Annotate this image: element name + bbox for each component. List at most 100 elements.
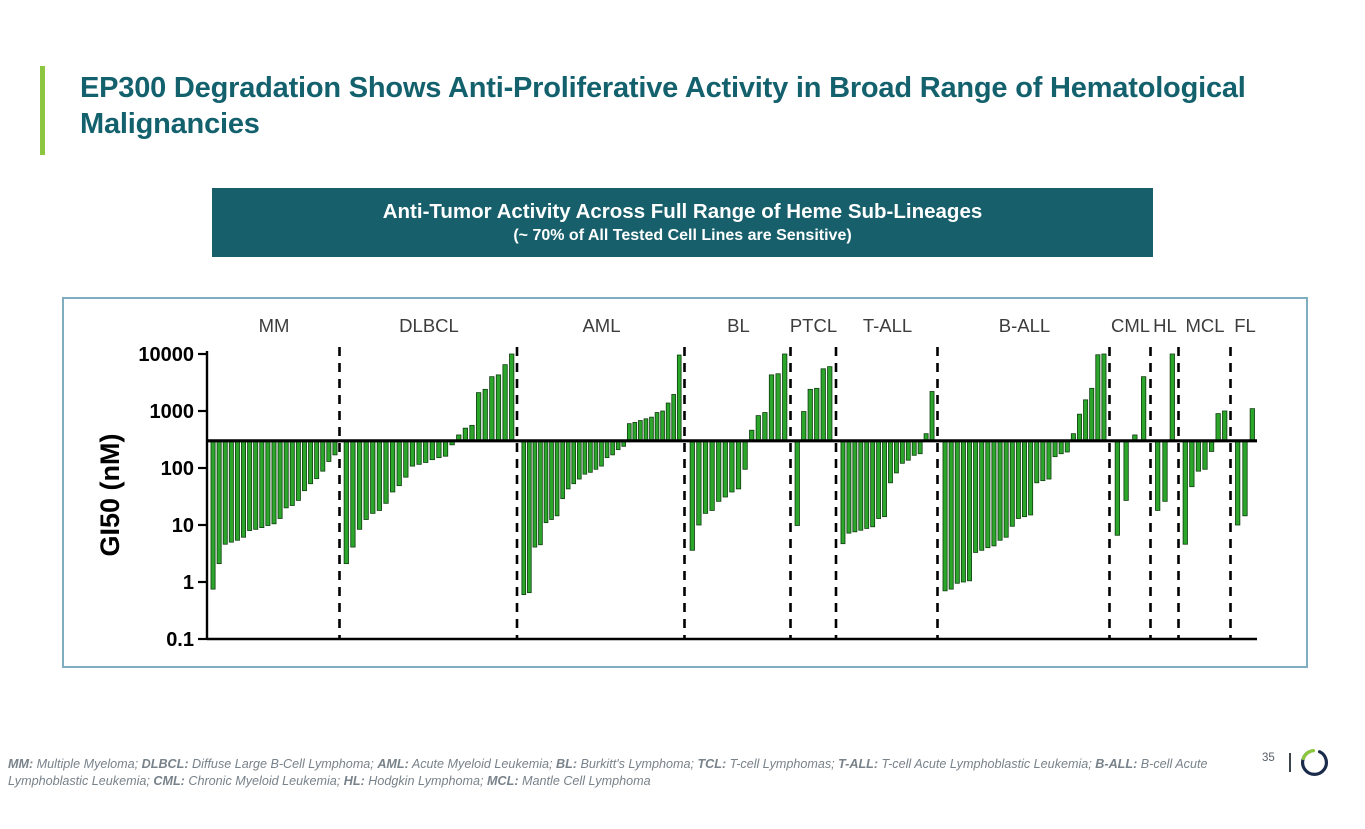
- footnote-abbr: T-ALL:: [838, 757, 879, 771]
- gi50-bar: [960, 440, 966, 583]
- y-tick-label: 0.1: [166, 629, 194, 651]
- gi50-bar: [899, 440, 905, 464]
- gi50-bar: [370, 440, 376, 514]
- gi50-bar: [979, 440, 985, 551]
- page-title: EP300 Degradation Shows Anti-Proliferati…: [80, 72, 1246, 141]
- gi50-bar: [1089, 387, 1095, 442]
- gi50-bar: [967, 440, 972, 582]
- gi50-waterfall-chart: 10000 1000 100 10 1 0.1 GI50 (nM) MM DLBCL AML BL P…: [95, 315, 1257, 651]
- gi50-bar: [509, 353, 515, 442]
- gi50-bar: [893, 440, 899, 474]
- gi50-bar: [577, 440, 582, 480]
- gi50-bar: [858, 440, 864, 531]
- gi50-bar: [768, 374, 775, 442]
- gi50-bar: [271, 440, 277, 525]
- gi50-bar: [1077, 413, 1082, 442]
- gi50-bar: [1040, 440, 1046, 482]
- gi50-bar: [991, 440, 997, 547]
- gi50-bar: [846, 440, 852, 534]
- y-axis-title: GI50 (nM): [95, 433, 125, 556]
- gi50-bar: [222, 440, 228, 545]
- gi50-bar: [259, 440, 265, 529]
- gi50-bar: [228, 440, 234, 543]
- gi50-bar: [350, 440, 356, 548]
- gi50-bar: [735, 440, 742, 490]
- gi50-bar: [1058, 440, 1064, 455]
- y-tick-label: 10: [172, 515, 194, 537]
- gi50-bar: [911, 440, 917, 456]
- group-label: CML: [1111, 315, 1150, 336]
- footnote-abbr: HL:: [343, 774, 365, 789]
- gi50-bar: [210, 440, 216, 590]
- footnote-abbr: B-ALL:: [1095, 757, 1138, 771]
- gi50-bar: [543, 440, 549, 524]
- gi50-bar: [363, 440, 369, 520]
- gi50-bar: [289, 440, 295, 506]
- gi50-bar: [532, 440, 538, 548]
- gi50-bar: [462, 427, 468, 442]
- gi50-bar: [709, 440, 715, 511]
- gi50-bar: [390, 440, 396, 493]
- gi50-bar: [689, 440, 695, 551]
- gi50-bar: [626, 423, 632, 442]
- footnote-abbr: AML:: [377, 757, 409, 771]
- gi50-bar: [649, 416, 654, 442]
- gi50-bar: [571, 440, 577, 485]
- gi50-bar: [521, 440, 527, 596]
- gi50-bar: [985, 440, 991, 549]
- gi50-bar: [314, 440, 320, 480]
- gi50-bar: [820, 368, 826, 442]
- gi50-bar: [326, 440, 332, 462]
- group-label: HL: [1153, 315, 1177, 336]
- gi50-bar: [1114, 440, 1120, 536]
- group-label: T-ALL: [863, 315, 912, 336]
- gi50-bar: [1141, 376, 1147, 442]
- ring-logo-icon: [1301, 749, 1328, 776]
- gi50-bar: [1083, 399, 1089, 442]
- gi50-bar: [1009, 440, 1015, 527]
- gi50-bar: [1195, 440, 1202, 472]
- gi50-bar: [549, 440, 554, 520]
- gi50-bar: [762, 412, 768, 442]
- gi50-bar: [234, 440, 240, 541]
- chart-container: 10000 1000 100 10 1 0.1 GI50 (nM) MM DLBCL AML BL P…: [62, 297, 1308, 668]
- gi50-bar: [1249, 408, 1255, 442]
- gi50-bar: [840, 440, 846, 545]
- gi50-bar: [442, 440, 449, 457]
- footnote-abbr: MM:: [8, 757, 34, 771]
- gi50-bar: [554, 440, 560, 517]
- gi50-bar: [1235, 440, 1241, 526]
- gi50-bar: [376, 440, 382, 511]
- y-tick-label: 100: [161, 458, 194, 480]
- gi50-bar: [942, 440, 948, 592]
- gi50-bar: [782, 353, 788, 442]
- gi50-bar: [807, 388, 813, 442]
- chart-headline-banner: Anti-Tumor Activity Across Full Range of…: [212, 188, 1153, 257]
- gi50-bar: [654, 412, 660, 442]
- gi50-bar: [702, 440, 709, 514]
- page-number: 35: [1262, 752, 1275, 764]
- gi50-bar: [582, 440, 588, 475]
- gi50-bar: [876, 440, 882, 519]
- gi50-bar: [888, 440, 893, 484]
- gi50-bar: [320, 440, 326, 472]
- banner-subtitle: (~ 70% of All Tested Cell Lines are Sens…: [513, 227, 852, 244]
- footnote-abbr: BL:: [556, 757, 578, 771]
- gi50-bar: [277, 440, 283, 519]
- gi50-bar: [1064, 440, 1070, 453]
- gi50-bar: [253, 440, 259, 530]
- gi50-bar: [429, 440, 435, 461]
- abbreviation-footnote: MM: Multiple Myeloma; DLBCL: Diffuse Lar…: [8, 757, 1208, 789]
- gi50-bar: [495, 374, 502, 442]
- gi50-bar: [742, 440, 748, 470]
- gi50-bar: [864, 440, 870, 529]
- gi50-bar: [409, 440, 416, 467]
- gi50-bar: [1101, 353, 1107, 442]
- gi50-bar: [265, 440, 271, 526]
- gi50-bar: [1034, 440, 1040, 484]
- group-label: AML: [582, 315, 620, 336]
- gi50-bar: [1003, 440, 1009, 538]
- gi50-bar: [489, 376, 495, 442]
- gi50-bar: [343, 440, 349, 565]
- footnote-abbr: CML:: [153, 774, 185, 789]
